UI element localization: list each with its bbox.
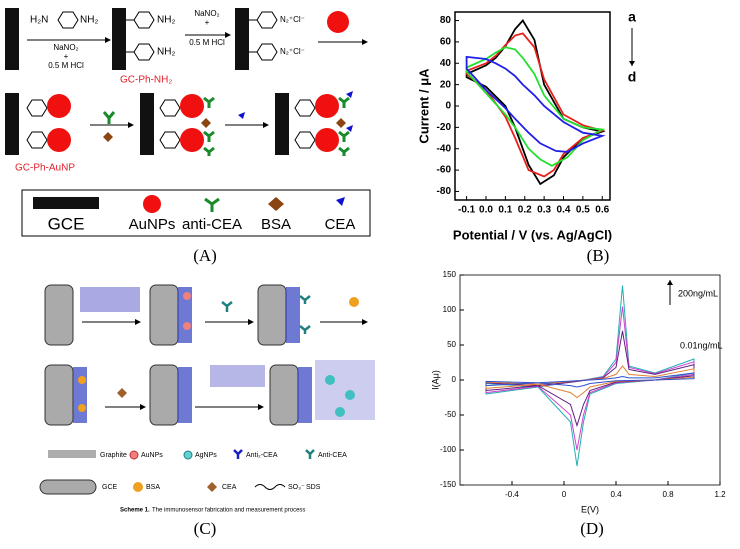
x-tick-label: 1.2	[714, 490, 726, 499]
panel-label: (D)	[580, 519, 604, 538]
y-tick-label: -20	[437, 122, 452, 133]
x-tick-label: 0.8	[662, 490, 674, 499]
y-axis-label: I(Aμ)	[430, 370, 440, 390]
x-tick-label: 0.0	[479, 205, 493, 216]
panel-label: (A)	[193, 246, 217, 265]
group: NH₂	[157, 47, 175, 58]
legend-text: GCE	[48, 214, 85, 233]
legend-text: BSA	[261, 216, 291, 233]
cv-curve	[485, 285, 695, 467]
legend-text: anti-CEA	[182, 216, 242, 233]
annotation: 200ng/mL	[678, 288, 718, 298]
x-axis-label: E(V)	[581, 504, 599, 514]
y-tick-label: 100	[443, 305, 457, 314]
arrowhead	[629, 61, 635, 66]
group: N₂⁺Cl⁻	[280, 15, 305, 24]
legend-text: BSA	[146, 484, 160, 491]
reagent: NaNO₂	[53, 43, 78, 52]
scheme-c: Graphite AuNPs AgNPs Anti₂-CEA Anti-CEA …	[39, 284, 375, 514]
reagent: +	[205, 18, 210, 27]
arrowhead	[667, 280, 673, 285]
y-tick-label: -40	[437, 143, 452, 154]
x-tick-label: -0.4	[505, 490, 519, 499]
ring	[133, 43, 155, 61]
y-tick-label: 80	[440, 15, 452, 26]
x-tick-label: 0.3	[537, 205, 551, 216]
electrode	[5, 8, 19, 70]
ring	[57, 11, 79, 29]
panel-label: (B)	[587, 246, 610, 265]
cv-curve	[465, 46, 606, 167]
cv-curve	[465, 32, 606, 178]
x-tick-label: 0.2	[518, 205, 532, 216]
y-tick-label: -80	[437, 186, 452, 197]
legend-text: CEA	[222, 484, 237, 491]
x-tick-label: -0.1	[458, 205, 476, 216]
x-tick-label: 0.4	[610, 490, 622, 499]
x-axis-label: Potential / V (vs. Ag/AgCl)	[453, 227, 612, 242]
legend-text: Anti-CEA	[318, 452, 347, 459]
legend-text: CEA	[325, 216, 356, 233]
panel-label: (C)	[194, 519, 217, 538]
x-tick-label: 0	[562, 490, 567, 499]
chart: -80 -60 -40 -20 0 20 40 60 80 -0.1 0.0 0.1 0.2 0.3 0.4…	[416, 9, 636, 243]
annotation: 0.01ng/mL	[680, 340, 723, 350]
chart: -150 -100 -50 0 50 100 150 -0.4 0 0.4 0.8 1.2 E(V) I(…	[430, 270, 726, 514]
reagent: NaNO₂	[194, 9, 219, 18]
cv-curve	[465, 18, 606, 186]
y-tick-label: 20	[440, 79, 452, 90]
electrode	[235, 8, 249, 70]
electrode	[112, 8, 126, 70]
legend-text: AuNPs	[141, 452, 163, 459]
annotation: a	[628, 9, 636, 25]
group: NH₂	[157, 15, 175, 26]
reagent: 0.5 M HCl	[189, 38, 225, 47]
y-tick-label: -100	[440, 445, 457, 454]
amine: H₂N	[30, 15, 48, 26]
y-tick-label: 50	[447, 340, 456, 349]
x-tick-label: 0.5	[576, 205, 590, 216]
row2: GC-Ph-AuNP	[5, 91, 353, 174]
ring	[133, 11, 155, 29]
x-tick-label: 0.4	[557, 205, 571, 216]
legend-box	[21, 189, 371, 237]
y-tick-label: 0	[452, 375, 457, 384]
arrowhead	[105, 37, 111, 43]
legend-text: AgNPs	[195, 452, 217, 459]
legend-text: AuNPs	[129, 216, 176, 233]
y-tick-label: -50	[444, 410, 456, 419]
amine: NH₂	[80, 15, 98, 26]
y-tick-label: -150	[440, 480, 457, 489]
reagent: 0.5 M HCl	[48, 61, 84, 70]
cv-curve	[485, 372, 695, 388]
group: N₂⁺Cl⁻	[280, 47, 305, 56]
legend-text: SDS	[306, 484, 321, 491]
y-tick-label: 150	[443, 270, 457, 279]
legend-text: Graphite	[100, 452, 127, 459]
caption: The immunosensor fabrication and measure…	[152, 508, 305, 514]
cv-curve	[465, 55, 606, 153]
reagent: +	[64, 52, 69, 61]
x-tick-label: 0.6	[595, 205, 609, 216]
aunp	[327, 11, 349, 33]
label: GC-Ph-NH₂	[120, 75, 172, 86]
scheme-a: H₂N NH₂ NaNO₂ + 0.5 M HCl NH₂ NH₂ GC-Ph-…	[5, 8, 371, 237]
annotation: d	[628, 69, 637, 85]
legend-text: SO₃⁻	[288, 484, 305, 491]
y-tick-label: -60	[437, 165, 452, 176]
y-axis-label: Current / μA	[416, 68, 431, 144]
x-tick-label: 0.1	[498, 205, 512, 216]
y-tick-label: 40	[440, 58, 452, 69]
label: GC-Ph-AuNP	[15, 163, 75, 174]
legend-text: Anti₂-CEA	[246, 452, 278, 459]
legend-text: GCE	[102, 484, 118, 491]
caption: Scheme 1.	[120, 508, 150, 514]
y-tick-label: 60	[440, 37, 452, 48]
y-tick-label: 0	[445, 101, 451, 112]
